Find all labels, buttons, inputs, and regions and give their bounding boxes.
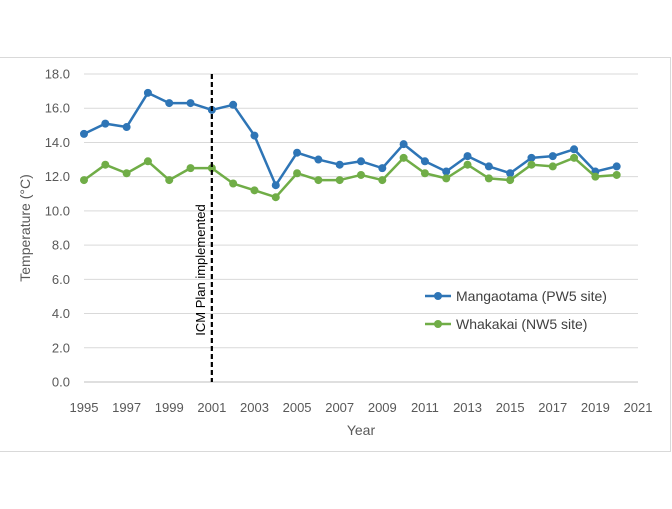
data-point — [122, 123, 131, 132]
x-tick-label: 2021 — [624, 400, 653, 415]
data-point — [548, 152, 557, 161]
data-point — [101, 119, 110, 128]
series-line-0 — [83, 91, 617, 187]
data-point — [506, 176, 515, 185]
data-point — [570, 145, 579, 154]
y-tick-label: 12.0 — [45, 169, 70, 184]
data-point — [80, 176, 88, 185]
data-point — [399, 140, 408, 149]
data-point — [357, 170, 365, 179]
data-point — [548, 162, 557, 171]
data-point — [484, 174, 493, 183]
data-point — [293, 169, 302, 178]
y-tick-label: 6.0 — [52, 272, 70, 287]
data-point — [335, 176, 344, 185]
series-line-1 — [83, 156, 617, 199]
x-tick-label: 2019 — [581, 400, 610, 415]
x-tick-label: 2003 — [240, 400, 269, 415]
data-point — [420, 169, 429, 178]
data-point — [143, 157, 152, 166]
annotation-group: ICM Plan implemented — [193, 74, 213, 382]
y-tick-label: 2.0 — [52, 340, 70, 355]
data-point — [229, 100, 238, 109]
y-tick-label: 0.0 — [52, 375, 70, 390]
data-point — [591, 172, 600, 181]
data-point — [399, 153, 408, 162]
data-point — [612, 162, 621, 171]
data-point — [271, 193, 280, 202]
x-tick-label: 2017 — [538, 400, 567, 415]
data-point — [357, 157, 365, 166]
data-point — [186, 164, 195, 173]
axes: 0.0 2.0 4.0 6.0 8.0 10.0 12.0 14.0 16.0 18.0 1995 1… — [45, 67, 653, 416]
data-point — [463, 160, 472, 169]
data-point — [527, 153, 536, 162]
y-tick-label: 14.0 — [45, 135, 70, 150]
data-point — [420, 157, 429, 166]
x-tick-label: 2011 — [411, 400, 439, 415]
data-point — [122, 169, 131, 178]
y-axis-title: Temperature (°C) — [17, 174, 33, 282]
legend: Mangaotama (PW5 site) Whakakai (NW5 site… — [425, 288, 607, 332]
x-tick-label: 2015 — [496, 400, 525, 415]
annotation-label: ICM Plan implemented — [193, 204, 208, 336]
series-group — [80, 88, 621, 202]
legend-label-mangaotama: Mangaotama (PW5 site) — [456, 288, 607, 304]
data-point — [314, 155, 323, 164]
x-tick-label: 2007 — [325, 400, 354, 415]
chart-frame — [0, 57, 671, 452]
gridlines — [84, 73, 638, 383]
data-point — [80, 129, 88, 138]
x-tick-label: 2009 — [368, 400, 397, 415]
data-point — [570, 153, 579, 162]
x-tick-label: 1995 — [70, 400, 99, 415]
legend-label-whakakai: Whakakai (NW5 site) — [456, 316, 587, 332]
data-point — [612, 170, 621, 179]
data-point — [378, 176, 387, 185]
data-point — [207, 164, 216, 173]
x-tick-label: 2013 — [453, 400, 482, 415]
data-point — [484, 162, 493, 171]
x-axis-title: Year — [347, 422, 376, 438]
data-point — [186, 99, 195, 108]
y-tick-label: 18.0 — [45, 67, 70, 82]
x-tick-label: 1999 — [155, 400, 184, 415]
x-tick-label: 1997 — [112, 400, 141, 415]
y-tick-label: 16.0 — [45, 101, 70, 116]
data-point — [229, 179, 238, 188]
data-point — [165, 176, 174, 185]
data-point — [143, 88, 152, 97]
data-point — [463, 152, 472, 161]
legend-marker-whakakai — [434, 320, 442, 328]
data-point — [335, 160, 344, 169]
data-point — [506, 169, 515, 178]
data-point — [250, 131, 259, 140]
y-tick-label: 4.0 — [52, 306, 70, 321]
data-point — [293, 148, 302, 157]
x-tick-label: 2001 — [197, 400, 226, 415]
data-point — [271, 181, 280, 190]
data-point — [165, 99, 174, 108]
legend-marker-mangaotama — [434, 292, 442, 300]
data-point — [378, 164, 387, 173]
data-point — [442, 167, 451, 176]
data-point — [314, 176, 323, 185]
data-point — [442, 174, 451, 183]
data-point — [101, 160, 110, 169]
data-point — [250, 186, 259, 195]
y-tick-label: 10.0 — [45, 203, 70, 218]
y-tick-label: 8.0 — [52, 238, 70, 253]
x-tick-label: 2005 — [283, 400, 312, 415]
data-point — [527, 160, 536, 169]
